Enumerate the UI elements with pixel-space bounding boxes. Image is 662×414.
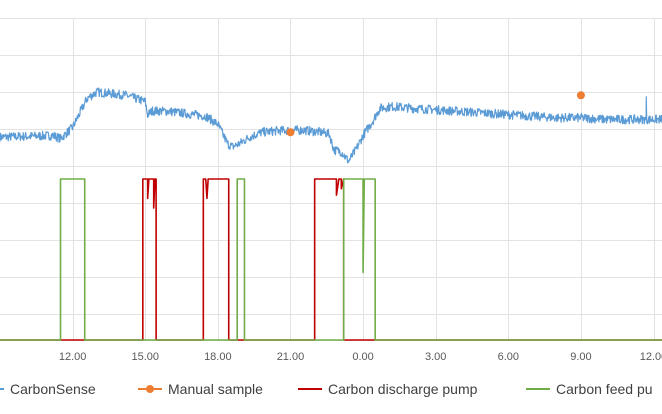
legend-label: Manual sample [168, 381, 263, 397]
legend-label: Carbon feed pu [556, 381, 653, 397]
legend-item: CarbonSense [0, 381, 96, 397]
series-group [0, 87, 662, 341]
manual-sample-point [286, 128, 295, 137]
x-tick-label: 21.00 [277, 351, 305, 363]
x-tick-label: 12.00 [640, 351, 662, 363]
legend-item: Manual sample [138, 381, 263, 397]
legend-label: Carbon discharge pump [328, 381, 478, 397]
x-tick-label: 0.00 [352, 351, 373, 363]
x-tick-label: 15.00 [131, 351, 159, 363]
legend: CarbonSense Manual sample Carbon discharge… [0, 381, 653, 397]
legend-item: Carbon feed pu [526, 381, 653, 397]
x-tick-label: 9.00 [570, 351, 591, 363]
carbonsense-line [0, 87, 662, 164]
legend-label: CarbonSense [10, 381, 96, 397]
legend-marker [146, 385, 154, 393]
carbon-feed-pump-line [0, 178, 662, 341]
x-tick-label: 12.00 [59, 351, 87, 363]
x-tick-label: 3.00 [425, 351, 446, 363]
x-tick-label: 18.00 [204, 351, 232, 363]
carbon-discharge-pump-line [0, 178, 662, 341]
legend-item: Carbon discharge pump [298, 381, 478, 397]
manual-sample-point [576, 91, 585, 100]
x-tick-label: 6.00 [498, 351, 519, 363]
x-axis: 12.00 15.00 18.00 21.00 0.00 3.00 6.00 9.00 12.0… [59, 351, 662, 363]
